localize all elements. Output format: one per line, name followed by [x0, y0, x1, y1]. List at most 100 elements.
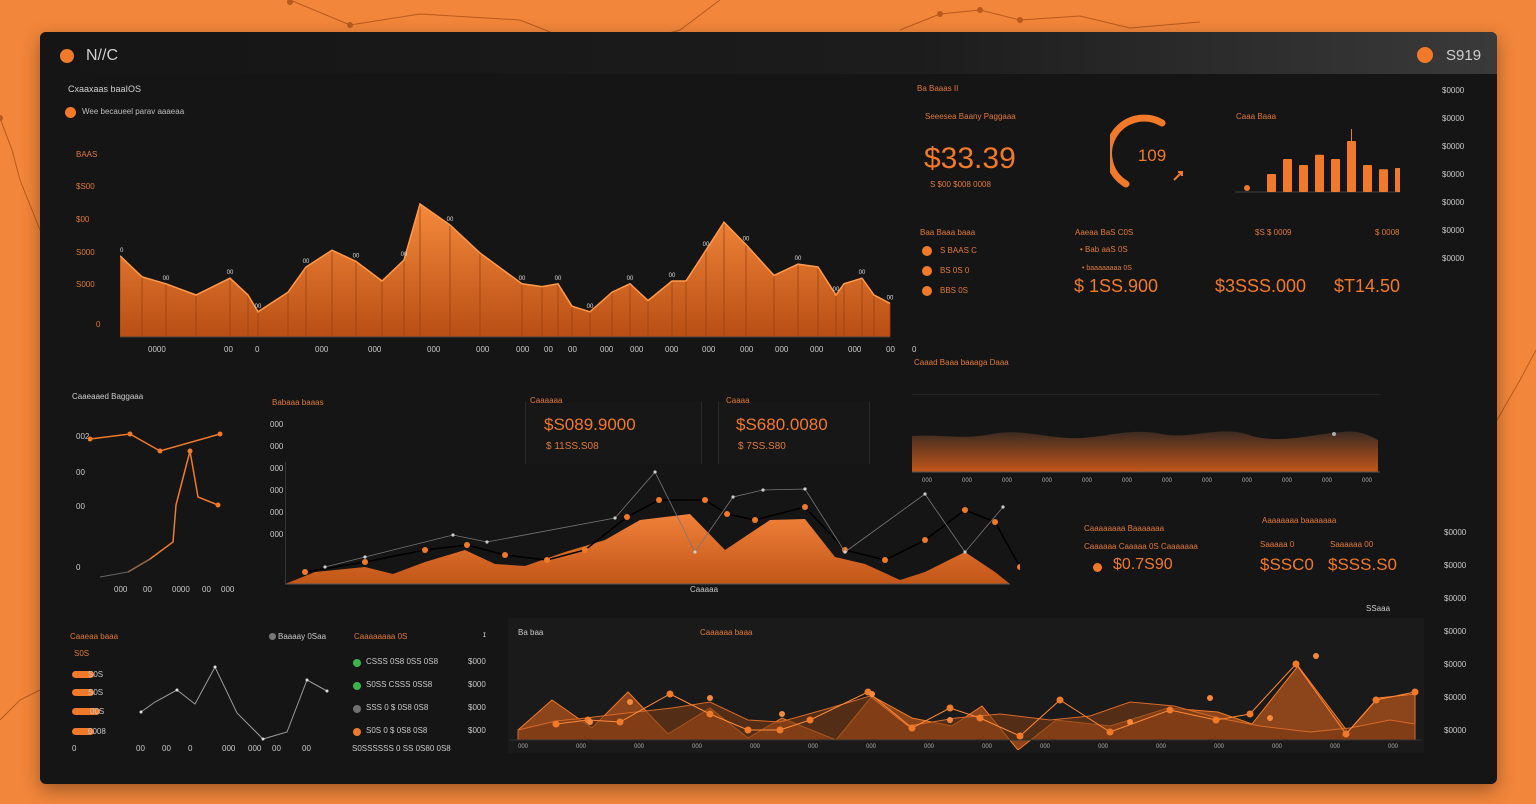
- kpi-main-value: $33.39: [924, 142, 1016, 175]
- stats-col3-value: $3SSS.000: [1215, 276, 1307, 296]
- app-title: N//C: [86, 47, 118, 64]
- bottom-chart-point: [1372, 696, 1380, 704]
- kpi-bar: [1395, 168, 1400, 192]
- mini-line-y-label: 00: [76, 468, 85, 477]
- strip-x-label: 000: [1042, 478, 1053, 484]
- mid-chart-y-label: 000: [270, 486, 284, 495]
- bottom-chart-point-secondary: [627, 699, 633, 705]
- lower-kpi1-sub: Caaaaaa Caaaaa 0S Caaaaaaa: [1084, 542, 1198, 551]
- bottom-left-pill[interactable]: [72, 708, 100, 715]
- bottom-left-pill-label: S0S: [88, 688, 104, 697]
- main-chart-x-label: 000: [630, 345, 644, 354]
- mid-chart-point-secondary: [923, 492, 927, 496]
- main-chart-x-label: 00: [544, 345, 553, 354]
- mid-box1-value: $S089.9000: [544, 415, 636, 434]
- main-chart-x-label: 000: [516, 345, 530, 354]
- mini-line-x-label: 00: [143, 585, 152, 594]
- bottom-list-title: Caaaaaaaa 0S: [354, 632, 408, 641]
- strip-x-label: 000: [1082, 478, 1093, 484]
- bottom-left-legend-dot: [269, 633, 276, 640]
- bottom-chart-point: [1411, 688, 1419, 696]
- kpi-bar: [1363, 165, 1372, 192]
- bottom-chart-x-label: 000: [692, 744, 703, 750]
- stats-col3-title: $S $ 0009: [1255, 228, 1292, 237]
- main-chart-point-label: 00: [519, 276, 526, 282]
- bottom-chart-x-label: 000: [750, 744, 761, 750]
- bottom-chart-point: [706, 710, 714, 718]
- bottom-left-x-label: 000: [248, 744, 262, 753]
- main-chart-x-label: 000: [368, 345, 382, 354]
- mid-chart-point: [962, 507, 968, 513]
- bottom-chart-point-secondary: [869, 691, 875, 697]
- bottom-left-x-label: 0: [72, 744, 77, 753]
- mid-chart-point-secondary: [485, 540, 489, 544]
- bottom-chart-point: [1056, 696, 1064, 704]
- stats-col2-sub: • baaaaaaaa 0S: [1082, 265, 1132, 272]
- main-chart-x-label: 000: [476, 345, 490, 354]
- bottom-list-item-label: S0SS CSSS 0SS8: [366, 680, 433, 689]
- bottom-list-corner: ɪ: [483, 630, 486, 639]
- bottom-chart-point-secondary: [1207, 695, 1213, 701]
- right-rail-lower-label: $0000: [1444, 627, 1467, 636]
- mini-line-x-label: 0000: [172, 585, 190, 594]
- bottom-left-pill[interactable]: [72, 728, 94, 735]
- main-chart-point-label: 00: [555, 276, 562, 282]
- bottom-chart-x-label: 000: [866, 744, 877, 750]
- mid-chart-point: [702, 497, 708, 503]
- main-chart-x-label: 0: [255, 345, 260, 354]
- bottom-chart-series-b: [517, 695, 1416, 741]
- user-status-dot[interactable]: [1417, 47, 1433, 63]
- mid-chart-point-secondary: [451, 533, 455, 537]
- bottom-chart-x-label: 000: [808, 744, 819, 750]
- strip-x-label: 000: [1242, 478, 1253, 484]
- main-chart-x-label: 000: [740, 345, 754, 354]
- bottom-chart-point-secondary: [1127, 719, 1133, 725]
- main-chart-x-label: 0000: [148, 345, 166, 354]
- right-rail-lower-label: $0000: [1444, 660, 1467, 669]
- bottom-list-item-label: SSS 0 $ 0S8 0S8: [366, 703, 429, 712]
- kpi-bar: [1315, 154, 1324, 192]
- strip-x-label: 000: [1122, 478, 1133, 484]
- kpi-bar: [1331, 159, 1340, 192]
- bottom-chart-x-label: 000: [1388, 744, 1399, 750]
- main-chart-x-label: 000: [702, 345, 716, 354]
- main-chart-y-label: S000: [76, 248, 95, 257]
- mid-chart-x-title: Caaaaa: [690, 585, 719, 594]
- mid-chart-point-secondary: [693, 550, 697, 554]
- right-rail-label: $0000: [1442, 198, 1465, 207]
- kpi-gauge: 109: [1110, 114, 1183, 188]
- bottom-chart-x-label: 000: [634, 744, 645, 750]
- strip-area: [912, 431, 1378, 472]
- lower-kpi1-title: Caaaaaaaa Baaaaaaa: [1084, 524, 1165, 533]
- stats-col2-title: Aaeaa BaS C0S: [1075, 228, 1134, 237]
- mid-chart-point-secondary: [761, 488, 765, 492]
- main-chart-point-label: 00: [669, 273, 676, 279]
- main-chart-point-label: 00: [227, 270, 234, 276]
- main-chart-y-label: S000: [76, 280, 95, 289]
- mid-box1-sub: $ 11SS.S08: [546, 441, 599, 452]
- strip-x-label: 000: [1162, 478, 1173, 484]
- mid-chart-point: [656, 497, 662, 503]
- bottom-chart-x-label: 000: [518, 744, 529, 750]
- right-rail-label: $0000: [1442, 114, 1465, 123]
- bottom-left-pill[interactable]: [72, 671, 94, 678]
- stats-col1-item: BS 0S 0: [940, 266, 970, 275]
- bottom-chart-point: [1016, 732, 1024, 740]
- bottom-left-pill[interactable]: [72, 689, 94, 696]
- area-strip-chart: 000 000 000 000 000 000 000 000 000 000 000 000: [912, 394, 1380, 484]
- kpi-gauge-value: 109: [1138, 146, 1166, 165]
- main-chart-x-label: 00: [224, 345, 233, 354]
- mid-chart-point-secondary: [843, 550, 847, 554]
- bottom-list-item-value: $000: [468, 703, 486, 712]
- mid-chart-point: [302, 569, 308, 575]
- kpi-bar: [1267, 174, 1276, 192]
- header-right-label[interactable]: S919: [1446, 47, 1482, 64]
- main-chart-x-label: 000: [810, 345, 824, 354]
- mid-chart-point: [724, 511, 730, 517]
- bottom-list-footer: S0SSSSSS 0 SS 0S80 0S8: [352, 744, 451, 753]
- stats-col2-sub: • Bab aaS 0S: [1080, 245, 1128, 254]
- mid-chart-point: [464, 542, 470, 548]
- strip-x-label: 000: [1362, 478, 1373, 484]
- bottom-chart-x-label: 000: [924, 744, 935, 750]
- bottom-chart-title: Caaaaaa baaa: [700, 628, 753, 637]
